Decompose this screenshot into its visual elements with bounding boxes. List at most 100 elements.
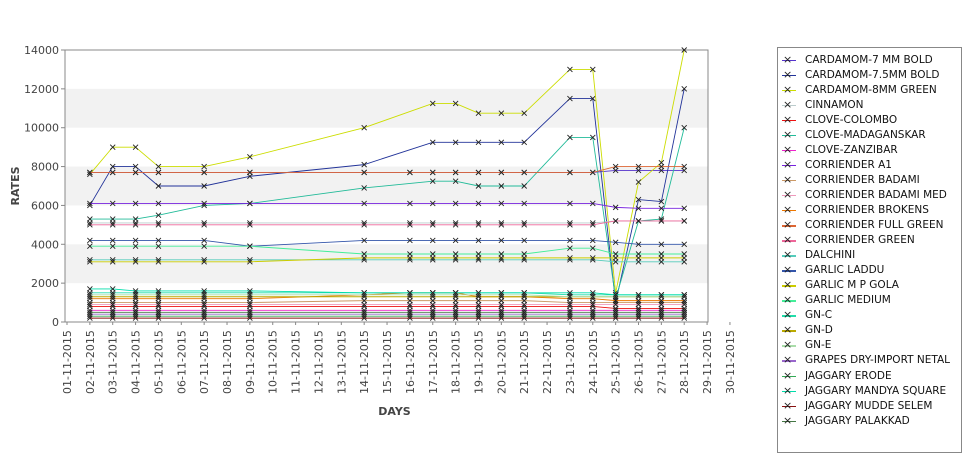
grid-band bbox=[65, 244, 708, 284]
data-point bbox=[452, 251, 459, 257]
data-point bbox=[681, 205, 688, 212]
legend-label: CORRIENDER FULL GREEN bbox=[805, 219, 944, 232]
data-point bbox=[361, 301, 367, 308]
legend-label: GRAPES DRY-IMPORT NETAL bbox=[805, 354, 950, 367]
data-point bbox=[635, 315, 642, 321]
x-tick-label: 08-11-2015 bbox=[221, 330, 234, 394]
data-point bbox=[87, 237, 93, 244]
legend-swatch-icon: × bbox=[782, 143, 796, 156]
data-point bbox=[635, 251, 642, 257]
data-point bbox=[109, 163, 116, 170]
data-point bbox=[109, 286, 116, 292]
y-tick-label: 0 bbox=[52, 316, 59, 329]
data-point bbox=[109, 169, 116, 176]
legend-item: × JAGGARY PALAKKAD bbox=[778, 413, 961, 428]
data-point bbox=[521, 251, 528, 257]
data-point bbox=[681, 47, 688, 53]
plot-frame bbox=[64, 49, 709, 323]
legend-label: CLOVE-MADAGANSKAR bbox=[805, 128, 926, 141]
legend-item: × GARLIC MEDIUM bbox=[778, 293, 961, 308]
data-point bbox=[247, 315, 253, 321]
legend-swatch-icon: × bbox=[782, 323, 796, 336]
series-garlic-laddu bbox=[87, 237, 688, 250]
legend-item: × CORRIENDER BADAMI bbox=[778, 172, 961, 187]
y-tick-label: 8000 bbox=[31, 161, 59, 174]
data-point bbox=[498, 183, 505, 189]
x-tick-label: 12-11-2015 bbox=[312, 330, 325, 394]
x-tick-label: 09-11-2015 bbox=[244, 330, 257, 394]
x-tick-label: 24-11-2015 bbox=[587, 330, 600, 394]
data-point bbox=[109, 144, 116, 150]
legend-swatch-icon: × bbox=[782, 128, 796, 141]
data-point bbox=[132, 169, 139, 176]
data-point bbox=[635, 309, 642, 316]
legend-item: × CLOVE-ZANZIBAR bbox=[778, 142, 961, 157]
data-point bbox=[452, 222, 459, 228]
data-point bbox=[132, 216, 139, 222]
legend-swatch-icon: × bbox=[782, 278, 796, 291]
data-point bbox=[429, 309, 436, 316]
data-point bbox=[635, 218, 642, 224]
data-point bbox=[589, 315, 596, 321]
data-point bbox=[429, 139, 436, 146]
data-point bbox=[361, 161, 367, 168]
legend-label: CLOVE-COLOMBO bbox=[805, 113, 898, 126]
x-tick-label: 26-11-2015 bbox=[633, 330, 646, 394]
legend-swatch-icon: × bbox=[782, 83, 796, 96]
data-point bbox=[429, 100, 436, 107]
series-clove-zanzibar bbox=[87, 307, 688, 314]
x-tick-label: 16-11-2015 bbox=[404, 330, 417, 394]
legend-swatch-icon: × bbox=[782, 158, 796, 171]
data-point bbox=[658, 163, 665, 170]
data-point bbox=[498, 222, 505, 228]
data-point bbox=[429, 251, 436, 257]
data-point bbox=[612, 163, 619, 170]
x-tick-label: 07-11-2015 bbox=[198, 330, 211, 394]
legend-label: CARDAMOM-7 MM BOLD bbox=[805, 53, 933, 66]
data-point bbox=[567, 301, 573, 308]
data-point bbox=[589, 169, 596, 176]
data-point bbox=[521, 309, 528, 316]
data-point bbox=[361, 315, 367, 321]
data-point bbox=[87, 169, 93, 176]
data-point bbox=[498, 200, 505, 207]
legend-item: × CLOVE-COLOMBO bbox=[778, 112, 961, 127]
legend-label: CORRIENDER BROKENS bbox=[805, 203, 929, 216]
data-point bbox=[109, 243, 116, 250]
data-point bbox=[589, 95, 596, 102]
data-point bbox=[475, 169, 482, 176]
y-tick-label: 2000 bbox=[31, 277, 59, 290]
legend-swatch-icon: × bbox=[782, 173, 796, 186]
data-point bbox=[475, 315, 482, 321]
data-point bbox=[361, 222, 367, 228]
data-point bbox=[658, 309, 665, 316]
data-point bbox=[635, 205, 642, 212]
data-point bbox=[429, 169, 436, 176]
x-tick-label: 10-11-2015 bbox=[267, 330, 280, 394]
data-point bbox=[201, 200, 207, 207]
data-point bbox=[567, 315, 573, 321]
data-point bbox=[521, 301, 528, 308]
legend-item: × CARDAMOM-7 MM BOLD bbox=[778, 52, 961, 67]
x-tick-label: 22-11-2015 bbox=[541, 330, 554, 394]
data-point bbox=[87, 222, 93, 228]
data-point bbox=[407, 200, 413, 207]
data-point bbox=[589, 255, 596, 261]
data-point bbox=[155, 288, 162, 294]
x-tick-label: 11-11-2015 bbox=[290, 330, 303, 394]
series-clove-colombo bbox=[87, 303, 688, 312]
legend-item: × CINNAMON bbox=[778, 97, 961, 112]
x-tick-label: 14-11-2015 bbox=[358, 330, 371, 394]
data-point bbox=[681, 315, 688, 321]
series-jaggary-palakkad bbox=[87, 309, 688, 316]
data-point bbox=[475, 251, 482, 257]
data-point bbox=[521, 290, 528, 296]
data-point bbox=[247, 258, 253, 265]
data-point bbox=[132, 309, 139, 316]
x-tick-label: 27-11-2015 bbox=[655, 330, 668, 394]
x-tick-label: 02-11-2015 bbox=[84, 330, 97, 394]
data-point bbox=[109, 315, 116, 321]
data-point bbox=[407, 251, 413, 257]
data-point bbox=[475, 222, 482, 228]
x-tick-label: 29-11-2015 bbox=[701, 330, 714, 394]
